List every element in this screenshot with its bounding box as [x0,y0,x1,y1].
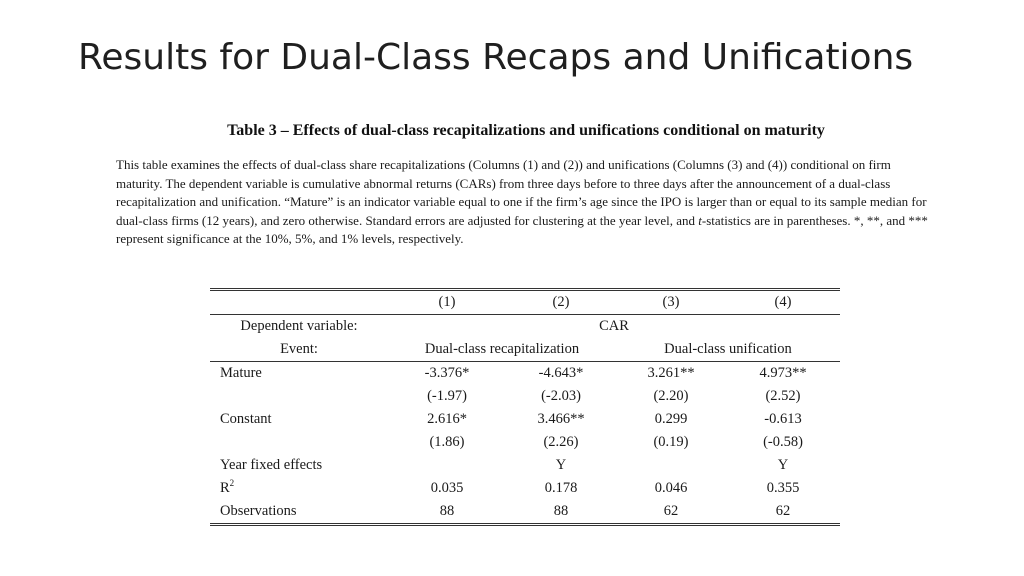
table-row-r2: R2 0.035 0.178 0.046 0.355 [210,477,840,500]
table-cell: 0.035 [430,480,464,496]
table-cell: Y [555,457,567,473]
row-label: R2 [210,477,388,500]
r2-label: R [220,480,230,496]
table-row-year-fe: Year fixed effects Y Y [210,454,840,477]
dependent-variable-row: Dependent variable: CAR [210,315,840,339]
dependent-variable-value: CAR [599,318,629,334]
table-cell: 0.299 [654,411,688,427]
table-cell: (-0.58) [763,434,803,450]
event-recap-header: Dual-class recapitalization [388,338,616,362]
row-label-empty [210,431,388,454]
table-cell: (1.86) [429,434,465,450]
event-row: Event: Dual-class recapitalization Dual-… [210,338,840,362]
caption-text-1: This table examines the effects of dual-… [116,157,927,228]
results-table: (1) (2) (3) (4) Dependent variable: CAR … [210,288,840,526]
table-cell: 2.616* [427,411,467,427]
table-cell: 3.466** [537,411,585,427]
table-cell: 0.355 [766,480,800,496]
table-cell: 0.178 [544,480,578,496]
table-cell: 62 [726,500,840,526]
slide-title: Results for Dual-Class Recaps and Unific… [78,37,914,78]
table-cell: 3.261** [647,365,695,381]
table-row-mature: Mature -3.376* -4.643* 3.261** 4.973** [210,362,840,386]
table-cell: (2.26) [543,434,579,450]
row-label: Year fixed effects [220,457,323,473]
table-caption: This table examines the effects of dual-… [116,156,938,249]
column-number-row: (1) (2) (3) (4) [210,288,840,315]
table-cell: -3.376* [424,365,470,381]
table-cell: (2.52) [765,388,801,404]
column-number: (1) [388,288,506,315]
row-label: Mature [220,365,262,381]
table-cell: 88 [506,500,616,526]
row-label: Observations [210,500,388,526]
table-title: Table 3 – Effects of dual-class recapita… [227,122,825,139]
table-row-constant-tstat: (1.86) (2.26) (0.19) (-0.58) [210,431,840,454]
caption-text-2: -statistics are in parentheses. *, **, a… [116,212,928,247]
table-cell: 62 [616,500,726,526]
table-cell: (0.19) [653,434,689,450]
table-row-observations: Observations 88 88 62 62 [210,500,840,526]
table-cell [616,454,726,477]
table-cell: -4.643* [538,365,584,381]
dependent-variable-label: Dependent variable: [240,318,358,334]
row-label-empty [210,385,388,408]
table-cell: (-2.03) [541,388,581,404]
column-number: (3) [616,288,726,315]
column-number: (4) [726,288,840,315]
table-cell: 4.973** [759,365,807,381]
table-cell: (-1.97) [427,388,467,404]
caption-text-italic: t [698,212,702,228]
table-row-constant: Constant 2.616* 3.466** 0.299 -0.613 [210,408,840,431]
table-cell: 0.046 [654,480,688,496]
table-cell: (2.20) [653,388,689,404]
event-unification-header: Dual-class unification [616,338,840,362]
column-number: (2) [506,288,616,315]
table-row-mature-tstat: (-1.97) (-2.03) (2.20) (2.52) [210,385,840,408]
row-label: Constant [220,411,272,427]
table-cell: Y [777,457,789,473]
empty-header-cell [210,288,388,315]
table-cell [388,454,506,477]
table-cell: -0.613 [764,411,802,427]
event-label: Event: [210,338,388,362]
r2-superscript: 2 [229,478,235,488]
table-cell: 88 [388,500,506,526]
